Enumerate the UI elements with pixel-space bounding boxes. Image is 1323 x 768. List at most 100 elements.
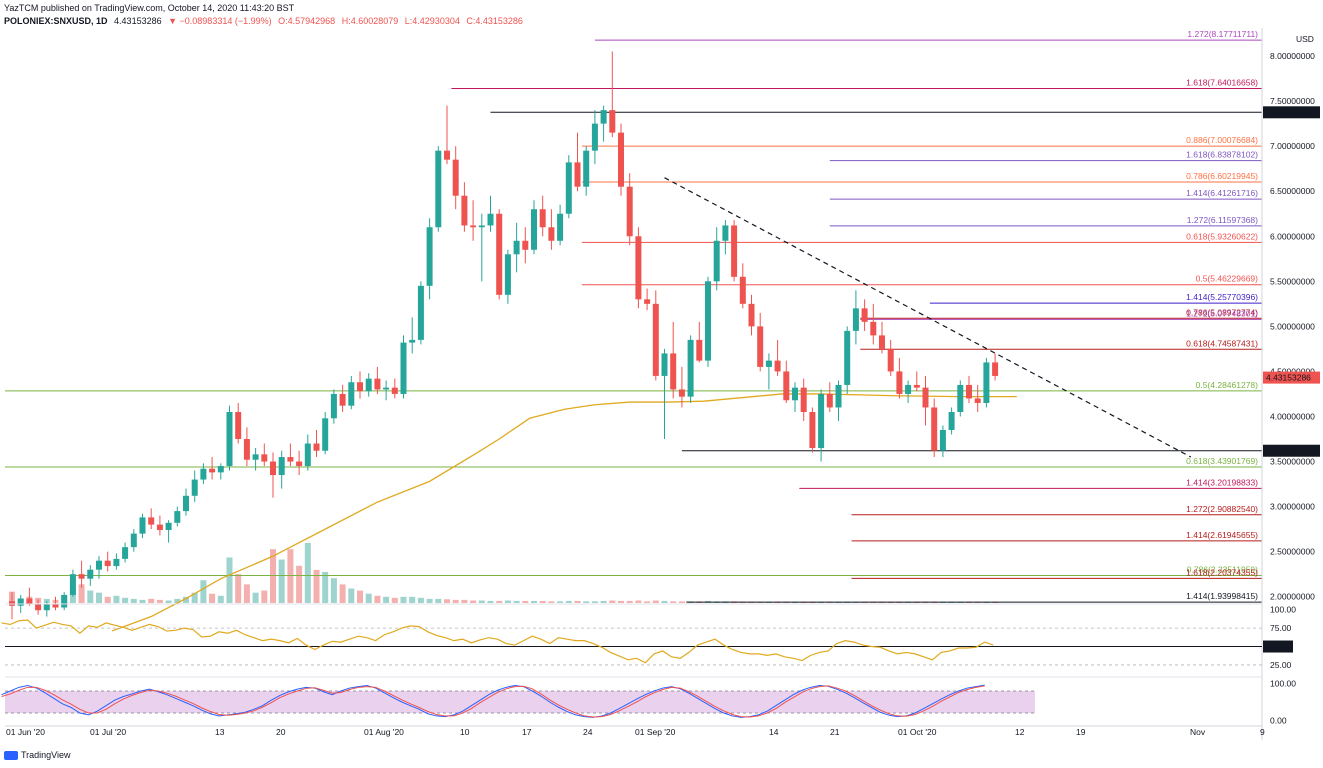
volume-bar [252, 592, 259, 603]
candle-body [52, 603, 59, 608]
candle-body [565, 162, 572, 214]
candle-body [635, 236, 642, 300]
volume-bar [243, 584, 250, 603]
volume-bar [400, 596, 407, 603]
price-tick-label: 6.00000000 [1270, 231, 1315, 241]
time-tick-label: 01 Sep '20 [635, 727, 676, 737]
candle-body [139, 517, 146, 534]
fib-level-label: 0.5(5.46229669) [1196, 274, 1259, 284]
candle-body [313, 443, 320, 451]
volume-bar [635, 600, 642, 603]
volume-bar [583, 601, 590, 603]
candle-body [652, 303, 659, 376]
time-tick-label: 20 [276, 727, 286, 737]
volume-bar [296, 565, 303, 603]
volume-bar [565, 600, 572, 603]
volume-bar [461, 599, 468, 603]
stoch-tick-label: 100.00 [1270, 679, 1296, 689]
candle-body [531, 209, 537, 250]
volume-bar [444, 599, 450, 603]
candle-body [374, 378, 381, 390]
fib-level-label: 0.786(2.23511959) [1187, 565, 1258, 575]
volume-bar [496, 600, 503, 603]
volume-bar [365, 593, 372, 603]
candle-body [130, 533, 137, 548]
time-tick-label: 01 Aug '20 [364, 727, 404, 737]
currency-label: USD [1296, 34, 1314, 44]
tradingview-footer[interactable]: TradingView [4, 750, 71, 760]
candle-body [478, 225, 485, 228]
volume-bar [548, 601, 555, 603]
candle-body [61, 594, 68, 608]
volume-bar [156, 599, 163, 603]
volume-bar [409, 596, 416, 603]
last-price-tag-label: 4.43153286 [1266, 373, 1311, 383]
stoch-tick-label: 0.00 [1270, 715, 1287, 725]
volume-bar [191, 592, 198, 603]
candle-body [783, 371, 790, 401]
fib-level-label: 0.5(4.28461278) [1196, 380, 1259, 390]
volume-bar [626, 600, 633, 603]
volume-bar [426, 598, 433, 603]
candle-body [43, 603, 50, 611]
volume-bar [217, 595, 224, 603]
candle-body [644, 299, 651, 304]
price-pane [5, 28, 1262, 603]
candle-body [470, 225, 477, 228]
candle-body [78, 574, 85, 579]
volume-bar [513, 600, 520, 603]
fib-level-label: 1.272(2.90882540) [1186, 504, 1258, 514]
candle-body [391, 387, 398, 394]
candle-body [35, 603, 42, 611]
candle-body [705, 281, 711, 361]
volume-bar [478, 600, 485, 603]
volume-bar [148, 598, 155, 603]
candle-body [966, 384, 972, 399]
candle-body [931, 407, 938, 451]
symbol-label[interactable]: POLONIEX:SNXUSD, 1D [4, 16, 108, 26]
candle-body [922, 387, 929, 408]
candle-body [444, 150, 450, 160]
close-value: C:4.43153286 [466, 16, 523, 26]
fib-level-label: 1.272(6.11597368) [1187, 215, 1258, 225]
fib-level-label: 1.414(3.20198833) [1186, 477, 1258, 487]
price-change: ▼ −0.08983314 (−1.99%) [168, 16, 272, 26]
candle-body [861, 308, 868, 322]
candle-body [504, 254, 511, 295]
candle-body [461, 195, 468, 226]
price-tag-label: 3.61986250 [1266, 446, 1311, 456]
time-tick-label: 24 [583, 727, 593, 737]
volume-bar [339, 584, 346, 603]
candle-body [487, 213, 494, 226]
candle-body [522, 240, 529, 250]
time-tick-label: 10 [460, 727, 470, 737]
volume-bar [531, 600, 537, 603]
volume-bar [678, 601, 685, 603]
candle-body [948, 411, 955, 431]
candle-body [113, 558, 120, 567]
candle-body [852, 308, 859, 331]
candle-body [17, 598, 24, 606]
volume-bar [609, 600, 616, 603]
candle-body [609, 110, 616, 133]
volume-bar [504, 600, 511, 603]
volume-bar [522, 600, 529, 603]
candle-body [322, 418, 329, 451]
volume-bar [591, 601, 598, 603]
stoch-k-line [1, 684, 985, 718]
candle-body [826, 393, 833, 408]
time-tick-label: 12 [1015, 727, 1025, 737]
candle-body [765, 360, 772, 367]
candle-body [435, 150, 442, 228]
volume-bar [644, 601, 651, 603]
volume-bar [670, 601, 677, 603]
candle-body [104, 560, 111, 567]
candle-body [69, 574, 76, 595]
volume-bar [618, 600, 624, 603]
fib-level-label: 0.618(3.43901769) [1186, 456, 1258, 466]
candle-body [400, 342, 407, 394]
fib-level-label: 0.886(7.00076684) [1186, 135, 1258, 145]
candle-body [713, 240, 720, 282]
rsi-tick-label: 75.00 [1270, 623, 1292, 633]
